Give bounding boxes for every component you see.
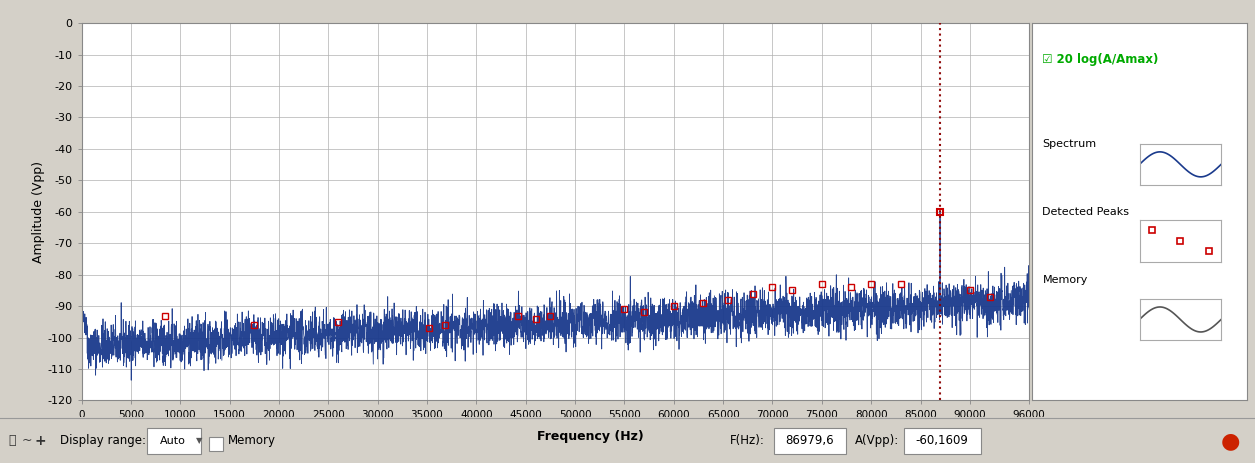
Text: ☑ 20 log(A/Amax): ☑ 20 log(A/Amax): [1043, 53, 1158, 66]
Text: Spectrum: Spectrum: [1043, 139, 1097, 149]
Text: F(Hz):: F(Hz):: [730, 434, 764, 447]
Y-axis label: Amplitude (Vpp): Amplitude (Vpp): [31, 161, 45, 263]
Text: +: +: [34, 434, 45, 448]
Text: ●: ●: [1220, 431, 1240, 451]
FancyBboxPatch shape: [147, 428, 201, 454]
Text: Frequency (Hz): Frequency (Hz): [537, 430, 644, 444]
Text: Memory: Memory: [228, 434, 276, 447]
Text: Detected Peaks: Detected Peaks: [1043, 207, 1130, 217]
Text: Memory: Memory: [1043, 275, 1088, 285]
FancyBboxPatch shape: [774, 428, 846, 454]
Text: A(Vpp):: A(Vpp):: [855, 434, 900, 447]
Text: Display range:: Display range:: [60, 434, 146, 447]
Text: Auto: Auto: [159, 436, 186, 446]
FancyBboxPatch shape: [904, 428, 981, 454]
Text: 86979,6: 86979,6: [786, 434, 835, 447]
Text: ⌕: ⌕: [8, 434, 15, 447]
Text: ▼: ▼: [196, 436, 202, 445]
FancyBboxPatch shape: [210, 437, 223, 451]
X-axis label: Frequency (Hz): Frequency (Hz): [502, 422, 609, 435]
Text: ~: ~: [23, 434, 33, 447]
Text: -60,1609: -60,1609: [916, 434, 969, 447]
